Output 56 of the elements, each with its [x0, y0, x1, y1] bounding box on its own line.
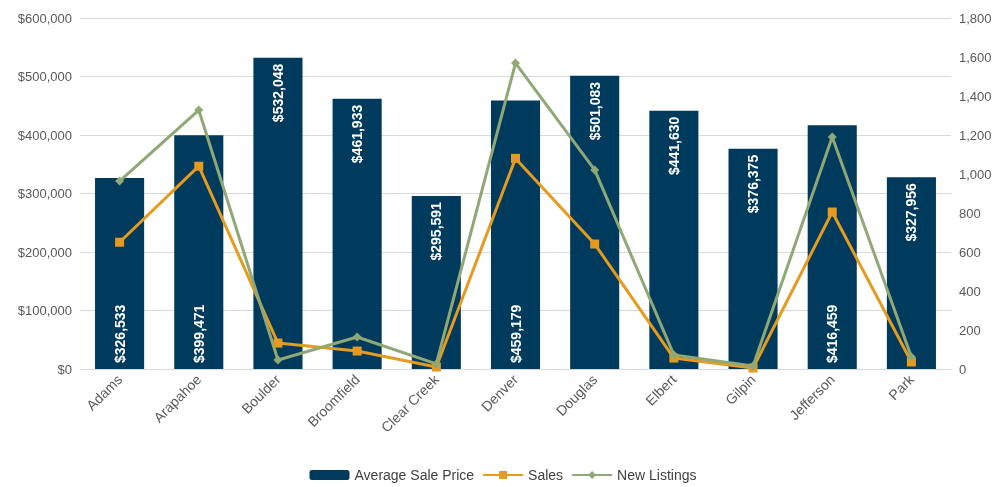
- y2-tick-label: 1,400: [959, 88, 992, 104]
- data-label: $326,533: [111, 304, 128, 363]
- y-tick-label: $400,000: [17, 127, 72, 143]
- data-label: $459,179: [507, 304, 524, 363]
- data-label: $441,630: [665, 116, 682, 176]
- y2-tick-label: 1,200: [959, 127, 992, 143]
- y-tick-label: $300,000: [17, 186, 72, 201]
- data-label: $461,933: [349, 104, 366, 164]
- bar: [411, 196, 461, 369]
- point: [115, 237, 125, 247]
- point: [115, 176, 125, 186]
- y2-tick-label: 400: [959, 283, 981, 299]
- point: [194, 161, 204, 171]
- y2-tick-label: 0: [959, 361, 967, 377]
- data-label: $501,083: [586, 81, 603, 141]
- point: [906, 352, 916, 362]
- point: [511, 153, 520, 163]
- point: [273, 338, 283, 348]
- point: [194, 105, 204, 115]
- y-tick-label: $500,000: [17, 69, 72, 84]
- point: [590, 165, 600, 175]
- point: [352, 332, 362, 342]
- bar: [570, 75, 620, 369]
- data-label: $295,591: [428, 201, 445, 261]
- data-label: $399,471: [190, 304, 207, 363]
- legend-label: New Listings: [617, 467, 697, 483]
- data-label: $532,048: [269, 63, 286, 123]
- point: [827, 207, 837, 217]
- y2-tick-label: 1,800: [959, 10, 992, 26]
- y-tick-label: $100,000: [17, 303, 72, 318]
- legend-label: Sales: [528, 467, 564, 483]
- y2-tick-label: 200: [959, 322, 981, 338]
- data-label: $376,375: [745, 154, 762, 214]
- point: [352, 346, 362, 356]
- y-tick-label: $200,000: [17, 244, 72, 260]
- data-label: $416,459: [824, 304, 841, 363]
- bar: [95, 177, 145, 369]
- bar: [649, 110, 699, 369]
- bar: [886, 177, 936, 369]
- point: [590, 239, 600, 249]
- point: [273, 355, 283, 365]
- y2-tick-label: 1,000: [959, 166, 992, 182]
- bar: [807, 125, 857, 369]
- bar: [332, 98, 382, 369]
- bar: [174, 135, 224, 369]
- y2-tick-label: 600: [959, 244, 981, 260]
- point: [511, 58, 520, 68]
- y2-tick-label: 1,600: [959, 49, 992, 65]
- bar: [490, 100, 541, 369]
- data-label: $327,956: [903, 182, 920, 242]
- y-tick-label: $0: [57, 361, 72, 377]
- y-tick-label: $600,000: [17, 10, 72, 26]
- y2-tick-label: 800: [959, 205, 981, 221]
- bar: [253, 57, 303, 369]
- legend-label: Average Sale Price: [354, 467, 475, 483]
- bar: [728, 148, 778, 369]
